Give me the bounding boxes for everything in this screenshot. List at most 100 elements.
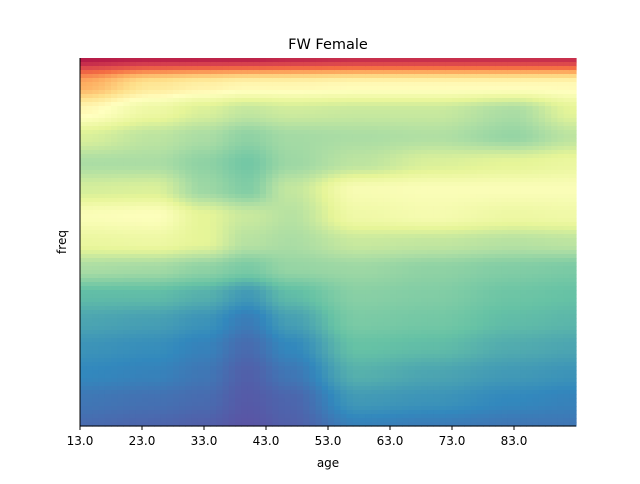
heatmap-cell	[135, 178, 143, 183]
heatmap-cell	[408, 294, 416, 299]
heatmap-cell	[390, 106, 397, 111]
heatmap-cell	[179, 74, 186, 79]
heatmap-cell	[210, 342, 217, 347]
heatmap-cell	[191, 90, 199, 95]
heatmap-cell	[315, 158, 323, 163]
heatmap-cell	[216, 334, 224, 339]
heatmap-cell	[235, 374, 242, 379]
heatmap-cell	[315, 386, 323, 391]
heatmap-cell	[191, 278, 199, 283]
heatmap-cell	[123, 86, 131, 91]
heatmap-cell	[104, 314, 112, 319]
heatmap-cell	[396, 182, 403, 187]
heatmap-cell	[179, 134, 186, 139]
heatmap-cell	[166, 170, 174, 175]
heatmap-cell	[86, 374, 93, 379]
heatmap-cell	[321, 162, 329, 167]
heatmap-cell	[284, 138, 292, 143]
heatmap-cell	[408, 330, 416, 335]
heatmap-cell	[135, 162, 143, 167]
heatmap-cell	[92, 250, 100, 255]
heatmap-cell	[179, 294, 186, 299]
heatmap-cell	[309, 242, 317, 247]
heatmap-cell	[86, 418, 93, 423]
heatmap-cell	[259, 382, 267, 387]
heatmap-cell	[191, 106, 199, 111]
heatmap-cell	[92, 278, 100, 283]
heatmap-cell	[148, 166, 155, 171]
heatmap-cell	[414, 166, 422, 171]
heatmap-cell	[390, 386, 397, 391]
heatmap-cell	[216, 398, 224, 403]
heatmap-cell	[197, 170, 205, 175]
heatmap-cell	[216, 190, 224, 195]
heatmap-cell	[92, 118, 100, 123]
heatmap-cell	[241, 182, 248, 187]
heatmap-cell	[92, 390, 100, 395]
heatmap-cell	[166, 174, 174, 179]
heatmap-cell	[266, 358, 273, 363]
heatmap-cell	[160, 346, 168, 351]
heatmap-cell	[284, 310, 292, 315]
heatmap-cell	[117, 282, 124, 287]
heatmap-cell	[92, 342, 100, 347]
heatmap-cell	[315, 86, 323, 91]
heatmap-cell	[204, 102, 211, 107]
heatmap-cell	[321, 58, 329, 63]
heatmap-cell	[160, 158, 168, 163]
heatmap-cell	[259, 130, 267, 135]
heatmap-cell	[346, 294, 354, 299]
heatmap-cell	[303, 298, 310, 303]
heatmap-cell	[204, 182, 211, 187]
heatmap-cell	[352, 322, 360, 327]
heatmap-cell	[111, 198, 118, 203]
heatmap-cell	[328, 126, 335, 131]
heatmap-cell	[197, 214, 205, 219]
heatmap-cell	[135, 286, 143, 291]
heatmap-cell	[173, 410, 180, 415]
heatmap-cell	[92, 362, 100, 367]
heatmap-cell	[111, 286, 118, 291]
heatmap-cell	[142, 362, 149, 367]
heatmap-cell	[340, 150, 348, 155]
heatmap-cell	[166, 310, 174, 315]
heatmap-cell	[315, 166, 323, 171]
heatmap-cell	[166, 322, 174, 327]
heatmap-cell	[297, 390, 304, 395]
heatmap-cell	[408, 178, 416, 183]
heatmap-cell	[191, 370, 199, 375]
heatmap-cell	[371, 198, 379, 203]
heatmap-cell	[321, 166, 329, 171]
heatmap-cell	[148, 98, 155, 103]
heatmap-cell	[259, 394, 267, 399]
heatmap-cell	[402, 246, 410, 251]
heatmap-cell	[383, 278, 391, 283]
heatmap-cell	[179, 214, 186, 219]
heatmap-cell	[253, 378, 261, 383]
heatmap-cell	[278, 322, 286, 327]
heatmap-cell	[98, 310, 106, 315]
heatmap-cell	[365, 394, 372, 399]
heatmap-cell	[297, 330, 304, 335]
heatmap-cell	[272, 270, 279, 275]
heatmap-cell	[185, 138, 193, 143]
heatmap-cell	[142, 358, 149, 363]
heatmap-cell	[92, 246, 100, 251]
heatmap-cell	[179, 114, 186, 119]
heatmap-cell	[117, 106, 124, 111]
heatmap-cell	[396, 66, 403, 71]
heatmap-cell	[334, 330, 341, 335]
heatmap-cell	[377, 126, 385, 131]
heatmap-cell	[235, 242, 242, 247]
heatmap-cell	[123, 422, 131, 427]
heatmap-cell	[129, 206, 137, 211]
heatmap-cell	[241, 142, 248, 147]
heatmap-cell	[222, 186, 230, 191]
heatmap-cell	[197, 394, 205, 399]
heatmap-cell	[179, 130, 186, 135]
heatmap-cell	[123, 298, 131, 303]
heatmap-cell	[142, 318, 149, 323]
heatmap-cell	[235, 210, 242, 215]
heatmap-cell	[259, 154, 267, 159]
heatmap-cell	[204, 98, 211, 103]
